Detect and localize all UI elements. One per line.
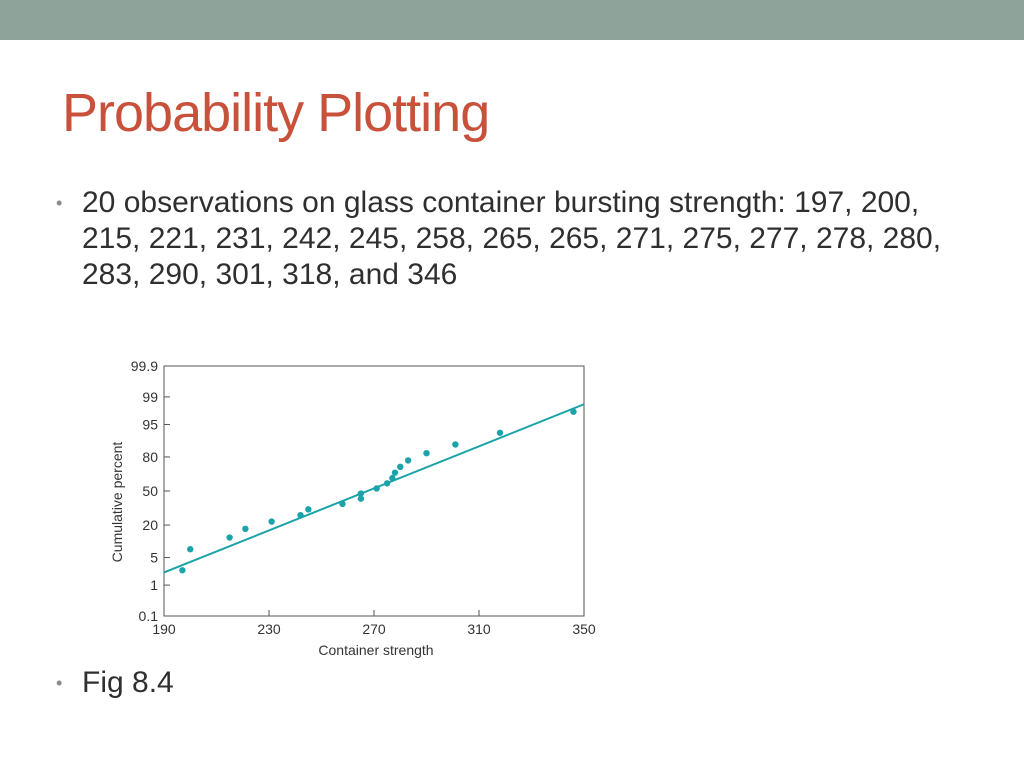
y-tick-label: 0.1 [139,608,159,624]
y-tick-label: 20 [142,517,158,533]
y-tick-label: 95 [142,416,158,432]
x-tick-label: 310 [467,621,491,637]
data-point [404,457,412,464]
x-tick-label: 230 [257,621,281,637]
data-point [389,474,396,482]
data-point [373,485,380,492]
data-point [187,546,194,553]
bullet-text: Fig 8.4 [82,666,174,699]
data-point [383,480,391,487]
data-point [339,500,346,508]
y-tick-label: 99.9 [131,358,158,374]
y-tick-label: 50 [142,483,158,499]
data-point [226,534,233,541]
data-point [179,567,186,574]
top-accent-bar [0,0,1024,40]
data-point [570,408,577,415]
probability-plot: 190 230 270 310 350 0.1 1 5 20 50 80 95 99 99.9 Cont… [109,358,596,658]
bullet-dot-icon: • [56,193,63,213]
y-axis: 0.1 1 5 20 50 80 95 99 99.9 [131,358,170,624]
data-point [397,463,404,471]
bullet-observations: • 20 observations on glass container bur… [56,185,976,293]
data-point [452,441,459,448]
y-tick-label: 5 [150,550,158,566]
data-point [357,495,365,502]
data-point [423,449,430,457]
x-tick-label: 190 [152,621,176,637]
plot-frame [163,365,585,617]
x-tick-label: 270 [362,621,386,637]
y-tick-label: 80 [142,449,158,465]
data-point [305,506,312,513]
data-points [179,408,577,574]
data-point [391,469,399,476]
data-point [268,518,275,525]
data-point [357,490,365,497]
data-point [496,429,504,436]
x-axis-label: Container strength [318,642,433,658]
slide-title: Probability Plotting [62,83,490,143]
bullet-dot-icon: • [56,673,63,693]
y-tick-label: 1 [150,577,158,593]
data-point [297,511,304,519]
bullet-figure-ref: • Fig 8.4 [56,665,356,701]
y-tick-label: 99 [142,389,158,405]
plot-border [163,365,585,617]
bullet-text: 20 observations on glass container burst… [82,186,942,291]
x-axis: 190 230 270 310 350 [152,610,596,637]
data-point [242,525,249,533]
x-tick-label: 350 [572,621,596,637]
y-axis-label: Cumulative percent [109,442,125,563]
